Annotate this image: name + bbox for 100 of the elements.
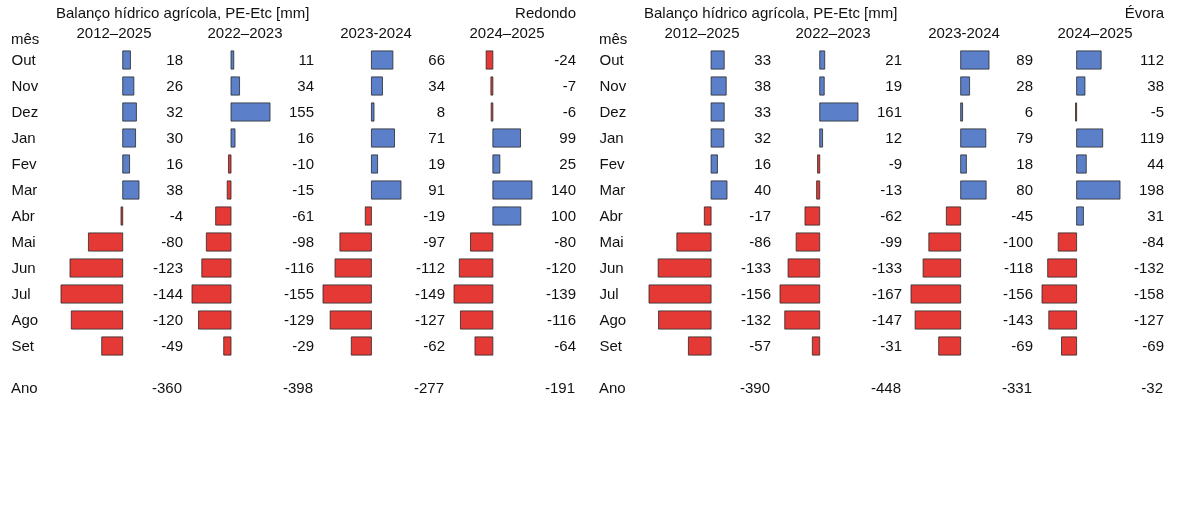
bar [201,258,232,278]
y-tick-label: Mar [11,181,38,198]
bar [453,284,494,304]
bar [710,50,725,70]
data-label: -98 [292,233,314,250]
y-tick-label: Nov [599,77,627,94]
y-tick-label: Jul [599,285,619,302]
y-tick-label: Out [599,51,625,68]
bar [779,284,821,304]
data-label: -158 [1133,285,1164,302]
bar [230,76,240,96]
bar [122,180,140,200]
data-label: 18 [1016,155,1033,172]
data-label: 31 [1147,207,1164,224]
bar [205,232,232,252]
bar [329,310,372,330]
data-label: -86 [749,233,771,250]
bar [339,232,372,252]
chart-title: 2012–2025 [76,24,152,41]
data-label: -69 [1011,337,1033,354]
data-label: 32 [166,103,183,120]
bar [703,206,712,226]
data-label: 100 [550,207,576,224]
y-tick-label: Nov [11,77,39,94]
bar [492,206,522,226]
y-tick-label: Ago [11,311,39,328]
bar [795,232,821,252]
data-label: -116 [547,311,576,328]
y-tick-label: Jan [599,129,624,146]
chart-title: 2023-2024 [928,24,1000,41]
data-label: -132 [1133,259,1164,276]
bar [371,154,378,174]
bar [816,180,821,200]
data-label: -156 [740,285,771,302]
bar [1076,206,1084,226]
bar [122,128,136,148]
data-label: 32 [754,129,771,146]
bar [350,336,372,356]
text: -398 [282,379,313,396]
data-label: -57 [749,337,771,354]
bar [492,180,533,200]
data-label: 18 [166,51,183,68]
chart-title: 2024–2025 [469,24,545,41]
bar [70,310,124,330]
data-label: -127 [1133,311,1164,328]
data-label: -61 [292,207,314,224]
data-label: -120 [545,259,576,276]
data-label: -116 [285,259,314,276]
data-label: -118 [1004,259,1033,276]
bar [460,310,494,330]
data-label: -127 [414,311,445,328]
y-tick-label: Jan [11,129,36,146]
bar [122,102,137,122]
chart-title: 2024–2025 [1057,24,1133,41]
data-label: 40 [754,181,771,198]
bar [658,310,712,330]
data-label: -6 [562,103,576,120]
bar [69,258,124,278]
y-tick-label: Jun [599,259,624,276]
y-tick-label: Jun [11,259,36,276]
data-label: -4 [169,207,183,224]
data-label: 198 [1138,181,1164,198]
bar [960,128,987,148]
bar [657,258,712,278]
bar [710,154,718,174]
text: -191 [544,379,575,396]
data-label: -29 [292,337,314,354]
bar [819,128,823,148]
y-tick-label: Mar [599,181,626,198]
data-label: 119 [1140,129,1164,146]
text: Évora [1124,4,1164,21]
bar [710,128,725,148]
bar [198,310,232,330]
text: -277 [413,379,444,396]
data-label: 34 [297,77,314,94]
data-label: 12 [885,129,902,146]
data-label: 16 [166,155,183,172]
data-label: -156 [1002,285,1033,302]
chart-title: 2022–2023 [207,24,283,41]
data-label: 11 [298,51,314,68]
data-label: 16 [754,155,771,172]
data-label: -139 [545,285,576,302]
data-label: -45 [1011,207,1033,224]
bar [230,50,235,70]
bar [371,128,395,148]
bar [485,50,494,70]
y-tick-label: Out [11,51,37,68]
bar [1076,76,1086,96]
data-label: -62 [423,337,445,354]
data-label: 38 [1147,77,1164,94]
bar [334,258,372,278]
data-label: -10 [292,155,314,172]
data-label: 33 [754,51,771,68]
data-label: 16 [297,129,314,146]
text: -331 [1001,379,1032,396]
y-tick-label: Jul [11,285,31,302]
bar [1076,50,1102,70]
y-tick-label: Abr [599,207,623,224]
bar [371,76,383,96]
bar [817,154,821,174]
